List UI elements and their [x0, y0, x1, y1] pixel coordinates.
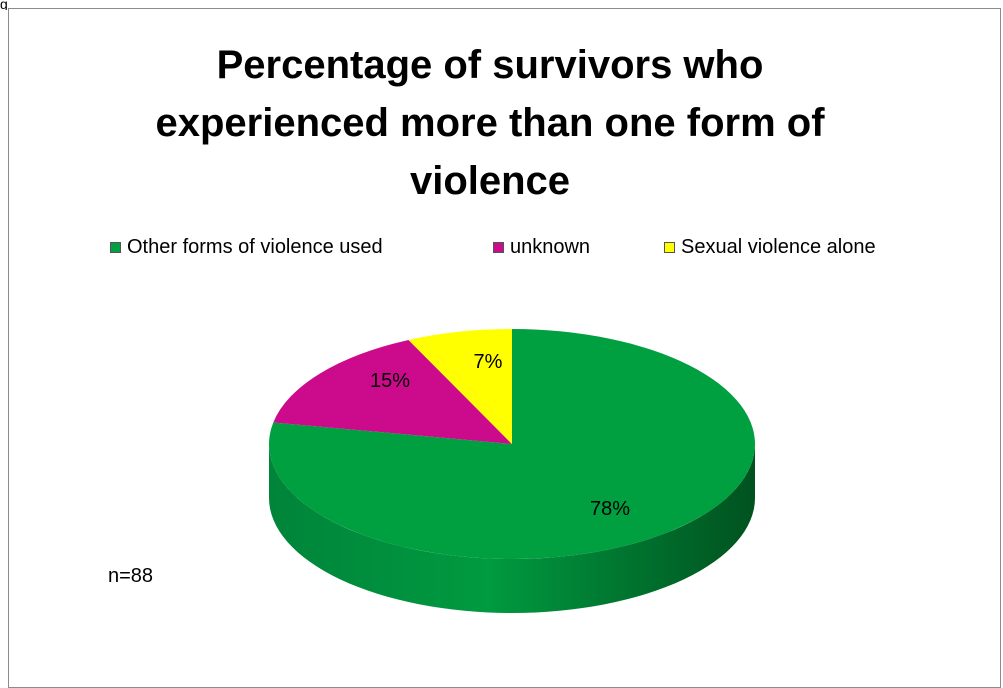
pie-chart: 78% 15% 7%	[268, 329, 755, 613]
legend-item-other-forms: Other forms of violence used	[110, 236, 383, 259]
legend-item-sexual-violence-alone: Sexual violence alone	[664, 236, 876, 259]
pie-side-wall	[269, 444, 755, 613]
pie-slice	[408, 329, 512, 444]
chart-legend: Other forms of violence used unknown Sex…	[110, 236, 940, 266]
sample-size-note: n=88	[108, 565, 154, 587]
cropped-text-fragment: g	[0, 0, 8, 10]
pie-data-label: 78%	[590, 498, 630, 520]
legend-label: Sexual violence alone	[681, 236, 876, 258]
legend-item-unknown: unknown	[493, 236, 590, 259]
pie-data-label: 7%	[474, 351, 503, 373]
pie-data-label: 15%	[370, 370, 410, 392]
pie-slice	[273, 339, 512, 444]
legend-swatch-icon	[110, 242, 121, 253]
chart-title: Percentage of survivors who experienced …	[155, 43, 825, 203]
legend-swatch-icon	[664, 242, 675, 253]
pie-slice	[268, 329, 755, 559]
legend-label: Other forms of violence used	[127, 236, 383, 258]
legend-label: unknown	[510, 236, 591, 258]
legend-swatch-icon	[493, 242, 504, 253]
